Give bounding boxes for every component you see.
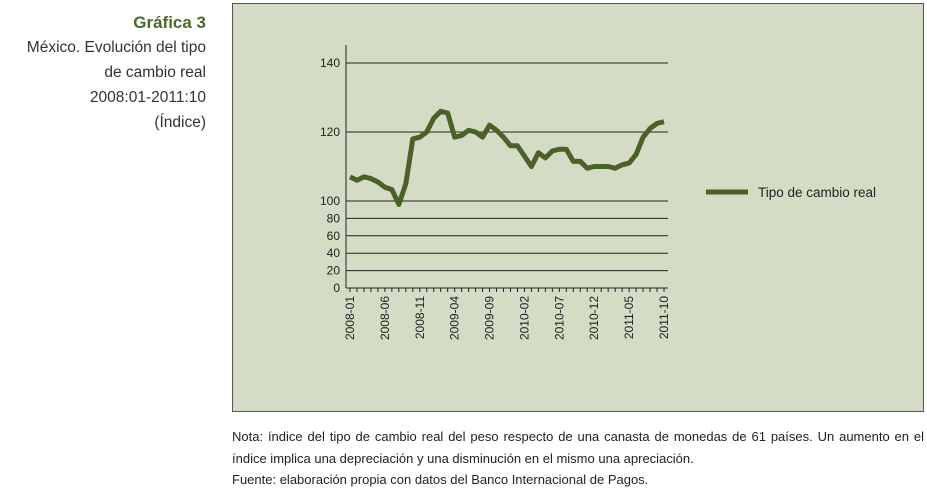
- y-tick-label: 40: [327, 246, 341, 260]
- chart-panel: [232, 3, 924, 412]
- source: Fuente: elaboración propia con datos del…: [232, 472, 649, 487]
- x-tick-label: 2011-05: [622, 296, 636, 339]
- y-tick-label: 20: [327, 264, 341, 278]
- x-tick-label: 2008-11: [413, 296, 427, 339]
- x-tick-label: 2008-01: [343, 296, 357, 340]
- y-tick-label: 60: [327, 229, 341, 243]
- note: Nota: índice del tipo de cambio real del…: [232, 429, 924, 466]
- y-tick-label: 100: [320, 194, 340, 208]
- title-line: (Índice): [154, 114, 206, 131]
- series-line: [348, 108, 665, 207]
- x-tick-label: 2011-10: [657, 296, 671, 339]
- x-tick-label: 2009-09: [483, 296, 497, 340]
- legend-label: Tipo de cambio real: [758, 185, 876, 200]
- y-tick-label: 140: [320, 56, 340, 70]
- y-tick-label: 0: [333, 281, 340, 295]
- x-tick-label: 2010-02: [517, 296, 531, 340]
- x-tick-label: 2009-04: [448, 296, 462, 340]
- y-tick-label: 80: [327, 211, 341, 225]
- y-tick-label: 120: [320, 125, 340, 139]
- title-line: México. Evolución del tipo: [26, 39, 206, 56]
- x-tick-label: 2010-12: [587, 296, 601, 340]
- x-tick-label: 2008-06: [378, 296, 392, 340]
- chart-number: Gráfica 3: [133, 13, 206, 32]
- chart: 0 20 40 60 80 100 120 140 2008-01 2008-06 2008-11 2…: [232, 3, 924, 412]
- title-line: 2008:01-2011:10: [89, 89, 206, 106]
- chart-caption: Gráfica 3 México. Evolución del tipo de …: [0, 10, 206, 135]
- title-line: de cambio real: [104, 64, 206, 81]
- x-tick-label: 2010-07: [552, 296, 566, 340]
- notes: Nota: índice del tipo de cambio real del…: [232, 426, 924, 491]
